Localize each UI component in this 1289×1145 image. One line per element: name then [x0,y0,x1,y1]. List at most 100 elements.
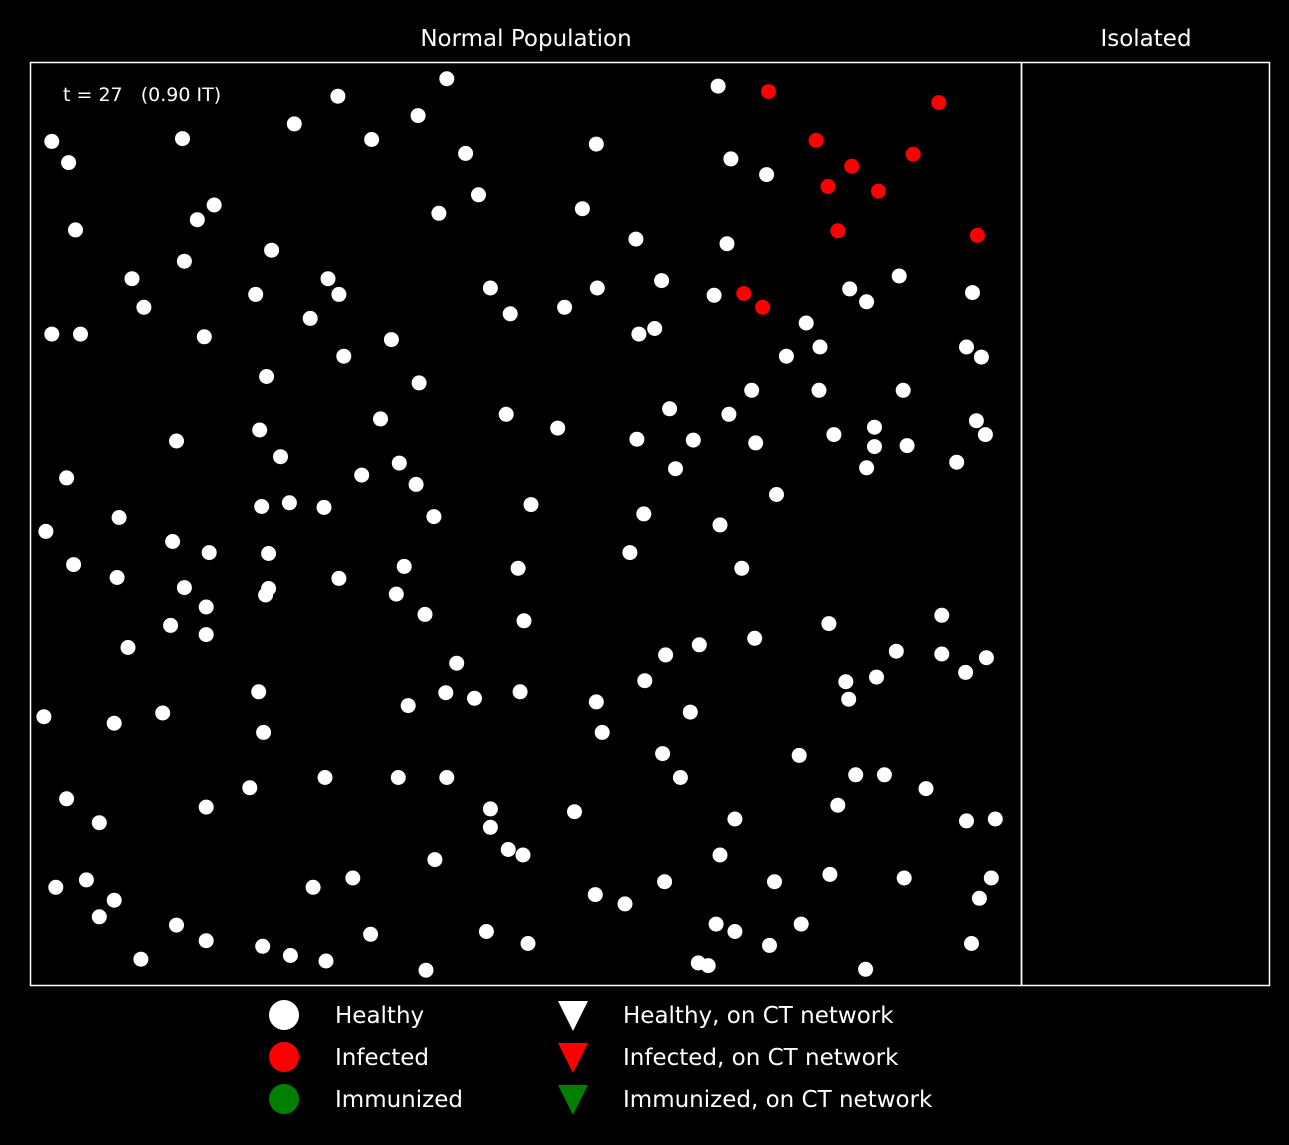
healthy-point [255,938,271,954]
healthy-point [305,879,321,895]
healthy-point [710,78,726,94]
healthy-point [971,890,987,906]
healthy-point [391,455,407,471]
healthy-point [647,321,663,336]
healthy-point [259,369,275,384]
healthy-point [251,684,267,700]
healthy-point [888,643,904,659]
infected-point [844,158,860,174]
infected-point [905,146,921,162]
healthy-point [282,948,298,963]
infected-point [830,223,846,239]
healthy-point [106,892,122,908]
healthy-point [109,570,125,585]
healthy-point [959,339,974,355]
healthy-point [574,201,590,217]
healthy-point [867,419,882,435]
healthy-point [959,813,974,829]
healthy-point [439,770,455,785]
healthy-point [345,870,361,886]
healthy-point [727,811,743,827]
healthy-point [859,294,875,310]
healthy-point [762,937,777,953]
healthy-point [286,116,302,132]
healthy-point [631,326,647,342]
healthy-point [838,674,854,690]
healthy-point [331,570,347,586]
healthy-point [426,509,442,525]
healthy-point [198,627,214,643]
healthy-point [198,933,214,949]
healthy-point [373,411,388,427]
healthy-point [515,847,531,863]
infected-point [761,84,776,100]
healthy-point [747,630,763,646]
healthy-point [256,724,272,740]
healthy-point [589,280,605,296]
infected-point [736,286,752,301]
healthy-point [163,617,179,633]
healthy-point [859,460,875,476]
healthy-point [891,268,907,284]
healthy-point [196,329,212,345]
healthy-point [557,299,573,315]
legend-marker-triangle-down-icon [558,1001,588,1031]
healthy-point [482,801,498,817]
isolated-frame [1020,61,1271,987]
healthy-point [124,271,140,287]
healthy-point [36,709,52,725]
healthy-point [498,406,514,422]
healthy-point [977,427,993,443]
healthy-point [302,310,318,326]
healthy-point [841,691,857,707]
healthy-point [458,145,474,161]
healthy-point [587,887,603,903]
healthy-point [637,673,653,689]
healthy-point [721,406,737,422]
healthy-point [427,852,443,868]
healthy-point [400,698,416,714]
healthy-point [812,339,828,355]
healthy-point [330,88,346,104]
healthy-point [91,909,107,925]
time-annotation: t = 27 (0.90 IT) [63,84,221,106]
healthy-point [550,420,566,436]
healthy-point [811,382,827,398]
healthy-point [657,874,673,890]
healthy-point [691,637,707,653]
healthy-point [281,495,297,511]
healthy-point [672,770,688,785]
healthy-point [706,287,722,303]
healthy-point [206,197,222,213]
healthy-point [258,587,274,603]
healthy-point [242,780,258,796]
healthy-point [254,499,270,514]
healthy-point [175,131,190,147]
healthy-point [654,273,670,289]
infected-point [820,179,836,194]
scatter-points [36,71,1003,978]
healthy-point [842,281,858,297]
panel-title-normal: Normal Population [420,26,631,52]
healthy-point [934,607,950,623]
healthy-point [317,770,333,785]
healthy-point [331,286,347,302]
healthy-point [198,799,214,815]
healthy-point [316,499,332,515]
healthy-point [273,449,288,465]
healthy-point [431,205,447,221]
healthy-point [965,285,980,301]
healthy-point [136,299,152,315]
healthy-point [410,108,426,124]
healthy-point [968,413,984,429]
healthy-point [896,870,912,886]
infected-point [870,183,886,199]
healthy-point [767,874,782,890]
healthy-point [78,872,94,888]
healthy-point [418,962,434,978]
healthy-point [793,916,809,932]
healthy-point [318,953,334,969]
infected-point [969,227,985,243]
